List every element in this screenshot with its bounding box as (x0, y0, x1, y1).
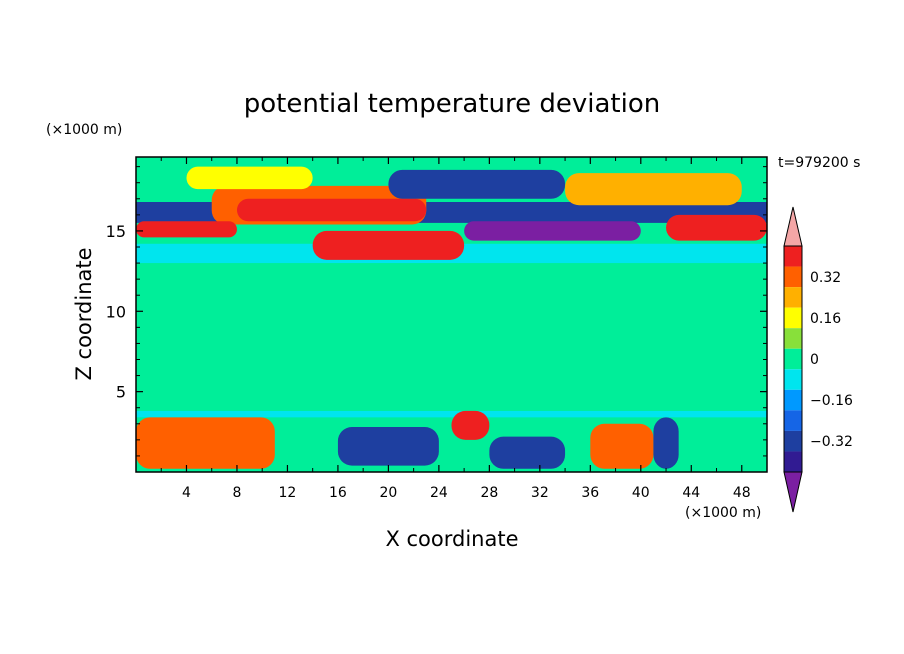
y-tick-label: 10 (106, 302, 126, 321)
x-tick-label: 40 (632, 485, 650, 501)
field-region-2 (136, 410, 767, 418)
x-tick-label: 44 (682, 485, 700, 501)
x-tick-label: 12 (279, 485, 297, 501)
time-label: t=979200 s (778, 155, 860, 171)
y-tick-label: 5 (116, 383, 126, 402)
plot-frame (135, 156, 768, 473)
colorbar-bin (784, 410, 802, 431)
x-tick-label: 36 (581, 485, 599, 501)
field-region-15 (451, 410, 490, 440)
field-region-19 (489, 436, 566, 469)
y-tick-label: 15 (106, 222, 126, 241)
x-tick-label: 32 (531, 485, 549, 501)
colorbar-bin (784, 389, 802, 411)
colorbar-bin (784, 287, 802, 308)
colorbar-bin (784, 369, 802, 390)
y-axis-label: Z coordinate (72, 247, 96, 380)
field-region-16 (590, 423, 654, 469)
colorbar-bin (784, 328, 802, 349)
plot-area (136, 157, 767, 472)
colorbar-bin (784, 307, 802, 329)
field-region-5 (136, 221, 237, 238)
colorbar-tick-label: 0 (810, 352, 819, 368)
x-tick-label: 4 (182, 485, 191, 501)
y-axis: 5 10 15 (106, 166, 767, 457)
field-region-10 (666, 214, 767, 241)
colorbar: 0.32 0.16 0 −0.16 −0.32 (783, 206, 853, 513)
field-region-17 (653, 417, 679, 469)
field-region-6 (236, 198, 427, 222)
colorbar-tick-label: −0.32 (810, 434, 853, 450)
x-tick-label: 8 (232, 485, 241, 501)
chart-title: potential temperature deviation (244, 89, 660, 119)
x-axis: 4 8 12 16 20 24 28 32 36 40 44 48 (160, 157, 751, 501)
field-region-12 (565, 173, 742, 206)
field-region-18 (337, 427, 439, 466)
colorbar-tick-label: −0.16 (810, 393, 853, 409)
x-tick-label: 48 (733, 485, 751, 501)
field-region-14 (136, 417, 275, 469)
field-region-8 (388, 169, 566, 199)
x-tick-label: 24 (430, 485, 448, 501)
x-axis-label: X coordinate (385, 527, 518, 551)
colorbar-tick-label: 0.16 (810, 311, 841, 327)
x-unit-label: (×1000 m) (685, 505, 761, 521)
x-tick-label: 16 (329, 485, 347, 501)
colorbar-bin (784, 246, 802, 267)
field-region-9 (464, 221, 641, 241)
field-region-7 (312, 230, 465, 260)
y-unit-label: (×1000 m) (46, 122, 122, 138)
colorbar-max-triangle (783, 206, 803, 247)
x-tick-label: 20 (379, 485, 397, 501)
colorbar-min-triangle (783, 471, 803, 513)
colorbar-bin (784, 430, 802, 452)
field-region-13 (186, 166, 313, 190)
colorbar-bin (784, 266, 802, 288)
colorbar-tick-label: 0.32 (810, 270, 841, 286)
colorbar-bin (784, 451, 802, 472)
colorbar-bin (784, 348, 802, 370)
x-tick-label: 28 (480, 485, 498, 501)
